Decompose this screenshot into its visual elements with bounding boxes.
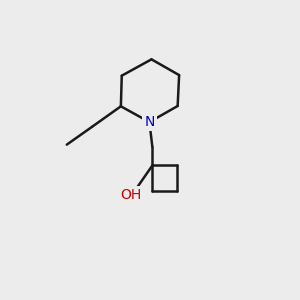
Text: N: N — [144, 115, 154, 129]
Text: OH: OH — [120, 188, 141, 202]
